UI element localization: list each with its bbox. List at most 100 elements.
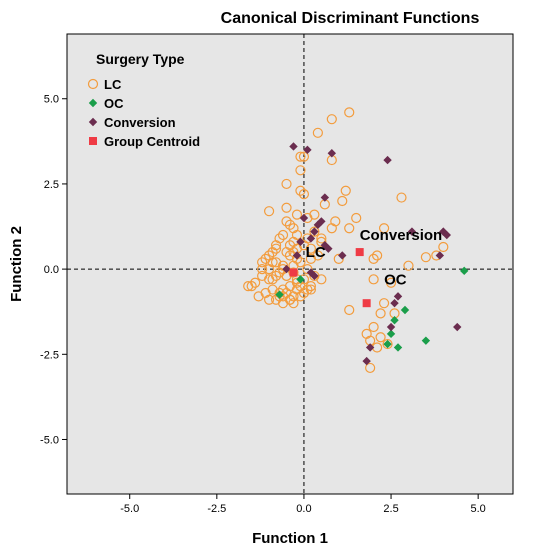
data-point [435,251,445,260]
series-oc [275,266,469,352]
data-point [289,142,298,151]
data-point [291,209,303,220]
data-point [378,298,390,309]
data-point [312,127,323,138]
legend-label: OC [104,96,124,111]
x-tick-label: 2.5 [383,503,398,515]
y-tick-label: -5.0 [40,434,59,446]
data-point [303,145,312,155]
data-point [385,277,397,288]
data-point [263,294,275,305]
x-tick-label: -2.5 [207,503,226,515]
data-point [393,292,403,301]
x-tick-label: -5.0 [120,503,139,515]
y-axis-label: Function 2 [8,226,25,302]
data-point [400,305,410,315]
data-point [281,202,292,213]
chart-title: Canonical Discriminant Functions [221,10,480,27]
data-point [284,294,296,305]
data-point [257,257,268,268]
data-point [438,241,449,253]
series-group-centroid [289,248,371,308]
data-point [282,264,291,274]
data-point [288,246,299,258]
data-point [344,304,355,316]
data-point [386,322,396,332]
centroid-marker [289,268,298,277]
data-point [351,212,362,224]
data-point [330,216,341,227]
data-point [362,356,371,366]
data-point [263,274,275,285]
data-point [317,217,326,226]
legend-marker [88,117,98,127]
y-tick-label: -2.5 [40,349,59,361]
data-point [327,149,337,158]
data-point [407,227,417,236]
data-point [277,229,289,241]
data-point [368,321,379,333]
group-annotations: LC Conversion OC [306,227,443,288]
data-point [270,243,282,254]
legend-label: LC [104,77,122,92]
data-point [316,233,327,244]
data-point [378,223,390,234]
legend-entry: Group Centroid [89,134,200,149]
data-point [368,274,379,285]
data-point [295,165,306,176]
data-point [270,257,282,268]
data-points [243,107,469,374]
data-point [253,291,264,302]
data-point [365,362,376,374]
data-point [302,264,313,275]
x-axis-label: Function 1 [252,530,328,547]
legend: Surgery Type LC OC Conversion Group Centroi… [87,51,200,149]
data-point [296,275,305,284]
data-point [288,298,299,309]
data-point [372,250,383,261]
data-point [390,316,399,325]
data-point [333,253,344,264]
data-point [312,250,323,261]
data-point [263,264,275,275]
legend-title: Surgery Type [96,51,185,67]
data-point [420,252,431,263]
data-point [375,308,386,319]
data-point [305,284,317,295]
data-point [305,243,317,254]
data-point [281,178,292,190]
data-point [390,298,399,308]
series-conversion [282,142,462,366]
data-point [383,339,392,349]
data-point [453,322,462,332]
data-point [344,107,355,118]
data-point [324,244,333,253]
data-point [393,343,403,352]
data-point [295,185,306,196]
data-point [295,151,306,162]
data-point [246,281,257,292]
data-point [267,274,278,285]
data-point [338,251,347,260]
data-point [442,230,451,240]
y-tick-label: 2.5 [44,179,59,191]
data-point [275,290,284,299]
data-point [320,193,330,202]
x-axis-ticks: -5.0 -2.5 0.0 2.5 5.0 [120,494,486,515]
data-point [306,234,316,243]
data-point [460,266,469,276]
legend-entry: OC [88,96,124,111]
legend-marker [87,78,99,90]
legend-entry: Conversion [88,115,176,130]
data-point [257,264,268,275]
data-point [292,251,302,260]
data-point [305,281,317,292]
data-point [295,291,306,302]
legend-marker [89,137,97,145]
data-point [281,216,292,227]
data-point [298,151,310,162]
data-point [383,155,392,165]
data-point [365,343,375,352]
data-point [421,336,431,345]
